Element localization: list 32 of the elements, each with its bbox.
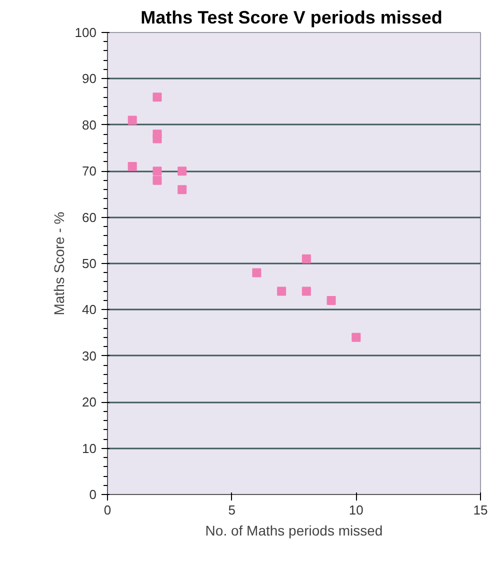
x-tick-label: 5 <box>228 502 236 518</box>
chart-title: Maths Test Score V periods missed <box>140 8 442 28</box>
y-tick-label: 40 <box>82 302 97 318</box>
y-tick-label: 90 <box>82 71 97 86</box>
point <box>277 286 286 296</box>
y-tick-label: 10 <box>82 440 97 456</box>
point <box>302 254 311 264</box>
x-tick-label: 0 <box>104 502 112 518</box>
point <box>302 286 311 296</box>
point <box>152 92 162 102</box>
y-tick-label: 0 <box>89 487 97 502</box>
y-tick-label: 100 <box>74 25 97 40</box>
x-axis-title: No. of Maths periods missed <box>205 522 383 538</box>
point <box>152 134 162 144</box>
y-tick-label: 20 <box>82 394 97 410</box>
point <box>326 296 336 305</box>
y-tick-label: 60 <box>82 210 97 225</box>
point <box>128 116 137 125</box>
y-axis-title: Maths Score - % <box>50 212 67 316</box>
point <box>178 166 187 176</box>
y-tick-label: 50 <box>82 256 97 271</box>
x-tick-label: 10 <box>348 502 364 518</box>
point <box>178 185 187 194</box>
x-tick-label: 15 <box>473 502 488 518</box>
point <box>352 332 361 342</box>
point <box>152 166 162 176</box>
y-tick-label: 30 <box>82 348 97 364</box>
point <box>252 268 262 278</box>
y-tick-label: 80 <box>82 117 97 132</box>
y-tick-label: 70 <box>82 164 97 179</box>
point <box>152 176 162 185</box>
point <box>128 162 137 171</box>
